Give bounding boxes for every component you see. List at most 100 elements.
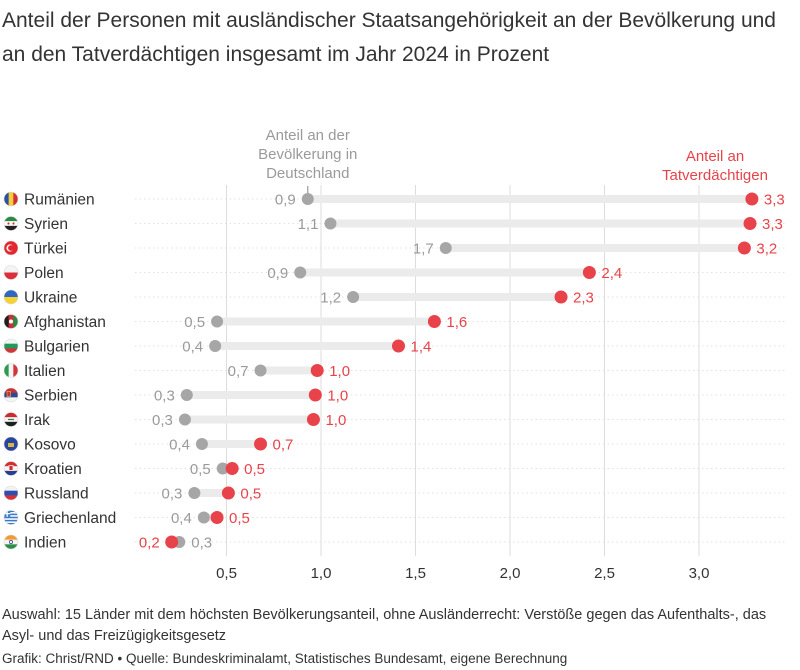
flag-stripe: [4, 272, 18, 280]
flag-emblem: [6, 391, 11, 397]
flag-stripe: [8, 363, 14, 378]
population-value-label: 1,7: [413, 241, 434, 258]
turkey-flag-icon: [3, 240, 19, 256]
row-indien: Indien 0,3 0,2: [3, 535, 212, 552]
suspects-value-label: 1,0: [327, 388, 348, 405]
population-value-label: 1,1: [298, 216, 319, 233]
x-tick-label: 1,5: [405, 565, 426, 582]
flag-stripe: [4, 290, 18, 298]
flag-outline: [3, 387, 19, 403]
suspects-point: [391, 339, 405, 353]
suspects-value-label: 3,3: [764, 192, 785, 209]
flag-stripe: [4, 544, 18, 549]
flag-stripe: [4, 518, 18, 520]
population-value-label: 0,4: [171, 510, 192, 527]
flag-stripe: [4, 515, 18, 517]
greece-flag-icon: [3, 510, 19, 525]
flag-emblem: [9, 319, 13, 324]
population-value-label: 0,3: [154, 388, 175, 405]
flag-crescent-cut: [8, 245, 14, 251]
poland-flag-icon: [3, 265, 19, 280]
x-tick-label: 2,0: [500, 565, 521, 582]
flag-outline: [3, 314, 19, 329]
flag-stripe: [4, 265, 18, 273]
flag-cross: [6, 510, 8, 517]
flag-outline: [3, 191, 19, 207]
population-point: [195, 438, 208, 450]
suspects-value-label: 3,2: [756, 241, 777, 258]
flag-stripe: [4, 339, 18, 344]
suspects-value-label: 1,6: [446, 314, 467, 331]
population-value-label: 0,9: [267, 265, 288, 282]
suspects-value-label: 0,5: [229, 510, 250, 527]
data-rows: Rumänien 0,9 3,3 Syrien 1,1 3,3 Türkei 1,7 3,2 Po…: [3, 191, 785, 552]
population-value-label: 1,2: [320, 290, 341, 307]
row-türkei: Türkei 1,7 3,2: [3, 240, 777, 258]
ukraine-flag-icon: [3, 289, 19, 305]
population-value-label: 0,5: [190, 461, 211, 478]
flag-stripe: [4, 192, 9, 206]
population-point: [188, 487, 201, 499]
suspects-annotation: Tatverdächtigen: [662, 167, 768, 184]
x-tick-label: 3,0: [689, 565, 710, 582]
flag-body: [4, 339, 18, 353]
flag-stripe: [13, 314, 18, 329]
suspects-point: [254, 437, 268, 451]
row-irak: Irak 0,3 1,0: [3, 412, 346, 429]
flag-star: [12, 222, 15, 225]
flag-stripe: [4, 486, 18, 491]
suspects-point: [427, 315, 441, 328]
suspects-point: [308, 388, 322, 402]
population-point: [254, 364, 267, 377]
flag-outline: [3, 363, 19, 378]
flag-body: [4, 216, 18, 231]
flag-stripe: [4, 348, 18, 353]
suspects-point: [306, 413, 320, 426]
flag-outline: [3, 510, 19, 525]
suspects-point: [743, 217, 757, 230]
dumbbell-chart: Anteil an der Bevölkerung in Deutschland An…: [3, 127, 785, 582]
country-label: Irak: [24, 412, 50, 429]
country-label: Italien: [24, 363, 65, 380]
flag-emblem: [8, 418, 14, 421]
flag-stripe: [4, 461, 18, 467]
iraq-flag-icon: [3, 412, 19, 427]
suspects-value-label: 3,3: [762, 216, 783, 233]
suspects-point: [310, 364, 324, 377]
flag-body: [4, 241, 18, 255]
suspects-point: [582, 266, 596, 279]
population-value-label: 0,4: [169, 437, 190, 454]
row-ukraine: Ukraine 1,2 2,3: [3, 289, 594, 307]
romania-flag-icon: [3, 191, 19, 207]
suspects-value-label: 0,7: [273, 437, 294, 454]
flag-stripe: [4, 470, 18, 476]
country-label: Kosovo: [24, 437, 76, 454]
flag-body: [4, 412, 18, 427]
population-annotation: Deutschland: [266, 165, 349, 182]
flag-outline: [3, 412, 19, 427]
population-point: [178, 413, 191, 426]
flag-emblem: [9, 540, 13, 544]
row-afghanistan: Afghanistan 0,5 1,6: [3, 314, 467, 331]
flag-stripe: [4, 388, 18, 393]
country-label: Syrien: [24, 216, 68, 233]
flag-emblem: [8, 443, 14, 447]
suspects-value-label: 1,0: [329, 363, 350, 380]
connector-bars: [171, 195, 752, 546]
population-point: [211, 315, 224, 328]
flag-outline: [3, 289, 19, 305]
suspects-value-label: 1,4: [410, 339, 431, 356]
flag-stripe: [4, 314, 9, 329]
chart-title: Anteil der Personen mit ausländischer St…: [2, 9, 776, 66]
italy-flag-icon: [3, 363, 19, 378]
x-tick-label: 2,5: [594, 565, 615, 582]
flag-stripe: [8, 192, 14, 206]
suspects-annotation: Anteil an: [686, 148, 744, 165]
afghanistan-flag-icon: [3, 314, 19, 329]
russia-flag-icon: [3, 485, 19, 501]
suspects-point: [225, 462, 239, 475]
footnote: Auswahl: 15 Länder mit dem höchsten Bevö…: [2, 607, 767, 644]
population-point: [301, 193, 314, 205]
flag-stripe: [4, 490, 18, 496]
flag-stripe: [4, 343, 18, 349]
